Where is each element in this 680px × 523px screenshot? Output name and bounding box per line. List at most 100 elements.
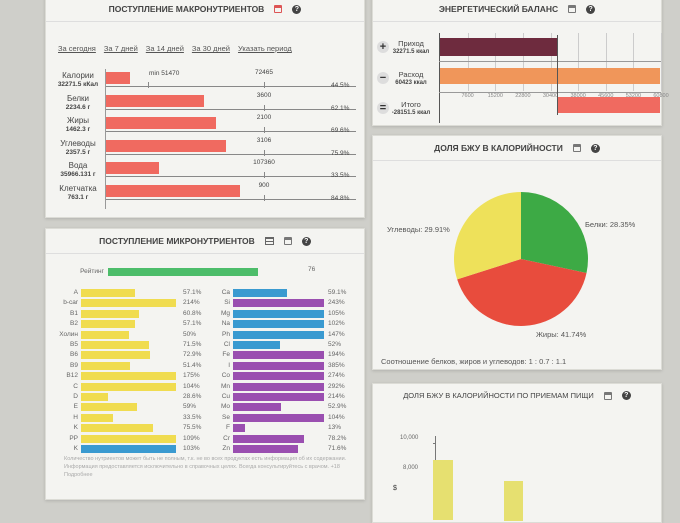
micro-percent: 57.1% <box>183 320 202 328</box>
macro-name: Клетчатка <box>59 183 97 193</box>
macro-name: Вода <box>68 161 88 170</box>
meal-bar-breakfast <box>433 460 453 520</box>
macro-header: Поступление макронутриентов? <box>46 0 364 22</box>
macro-amount: 763.1 г <box>67 193 89 201</box>
micro-percent: 51.4% <box>183 361 202 369</box>
macro-target: 3106 <box>256 136 272 144</box>
target-tick <box>264 149 265 156</box>
x-tick-label: 7600 <box>461 93 474 99</box>
micro-label: B5 <box>70 341 78 348</box>
x-tick-label: 30400 <box>542 93 559 99</box>
micro-label: Ca <box>221 289 230 296</box>
micro-label: Cr <box>223 434 230 442</box>
micro-bar <box>233 330 324 339</box>
micro-percent: 50% <box>183 330 197 338</box>
micro-percent: 72.9% <box>183 351 202 359</box>
macro-name: Белки <box>66 93 90 103</box>
micro-label: B2 <box>70 320 78 328</box>
total-value: -28151.5 ккал <box>391 110 431 116</box>
period-link[interactable]: За сегодня <box>58 44 96 53</box>
macro-percent: 33.5% <box>331 172 350 179</box>
micro-label: Mg <box>220 309 230 317</box>
calendar-icon[interactable] <box>274 5 283 13</box>
macro-percent: 44.5% <box>331 82 350 89</box>
micro-label: A <box>73 289 78 296</box>
minus-icon: − <box>377 72 389 84</box>
help-icon[interactable]: ? <box>301 236 311 246</box>
micro-percent: 52% <box>328 341 342 348</box>
micro-bar <box>233 372 324 381</box>
micro-percent: 13% <box>328 424 342 432</box>
rating-bar <box>108 268 259 276</box>
micro-bar <box>81 434 176 443</box>
micro-bar <box>233 341 281 349</box>
pie-label-protein: Белки: 28.35% <box>585 220 636 229</box>
micro-bar <box>81 413 113 422</box>
macro-row: Клетчатка 763.1 г 900 84.8% <box>46 182 366 204</box>
calendar-icon[interactable] <box>572 144 581 152</box>
micro-bar <box>233 382 324 391</box>
target-tick <box>264 127 265 133</box>
micro-bar <box>233 309 324 318</box>
macronutrients-card: Поступление макронутриентов? За сегодня З… <box>45 0 365 218</box>
bju-by-meals-card: Доля БЖУ в калорийности по приемам пищи?… <box>372 383 662 523</box>
macro-name: Калории <box>62 71 94 80</box>
grid-line <box>522 33 524 91</box>
micro-percent: 59.1% <box>328 289 347 296</box>
micro-bar <box>81 341 149 349</box>
micro-bar <box>81 361 130 370</box>
calendar-icon[interactable] <box>283 237 292 245</box>
expense-value: 60423 ккал <box>395 80 427 86</box>
period-link[interactable]: Указать период <box>237 44 292 53</box>
micro-percent: 57.1% <box>183 289 202 296</box>
micro-label: Mo <box>220 403 230 411</box>
help-icon[interactable]: ? <box>621 391 631 400</box>
meal-bar-lunch <box>504 481 523 521</box>
expense-label: Расход 60423 ккал <box>381 70 441 88</box>
period-link[interactable]: За 14 дней <box>145 44 184 53</box>
meals-header: Доля БЖУ в калорийности по приемам пищи? <box>373 384 661 407</box>
micro-percent: 274% <box>328 372 345 380</box>
equals-icon: = <box>377 102 389 114</box>
bju-pie-chart <box>454 192 588 326</box>
micro-label: B12 <box>66 372 78 380</box>
macro-target: 72465 <box>254 69 274 76</box>
macro-title: Поступление макронутриентов <box>108 4 265 14</box>
micro-bar <box>233 424 245 433</box>
expense-title: Расход <box>398 70 424 79</box>
calendar-icon[interactable] <box>603 391 612 400</box>
table-icon[interactable] <box>264 237 274 245</box>
macro-amount: 1462.3 г <box>65 126 91 133</box>
micro-bar <box>81 445 176 453</box>
grid-line <box>495 33 497 91</box>
micro-label: K <box>73 445 78 452</box>
period-link[interactable]: За 30 дней <box>191 44 230 53</box>
micro-label: B9 <box>70 361 78 369</box>
help-icon[interactable]: ? <box>586 4 596 14</box>
micro-percent: 175% <box>183 372 200 380</box>
macro-bar <box>106 139 226 152</box>
help-icon[interactable]: ? <box>590 143 600 153</box>
calendar-icon[interactable] <box>568 5 577 13</box>
help-icon[interactable]: ? <box>292 4 302 14</box>
target-tick <box>264 104 265 111</box>
micro-bar <box>233 403 282 412</box>
micro-percent: 75.5% <box>183 424 202 432</box>
micro-bar <box>233 445 299 453</box>
grid-line <box>550 33 552 91</box>
micro-label: Mn <box>220 382 230 390</box>
micro-percent: 103% <box>183 445 200 452</box>
micro-label: H <box>73 413 78 421</box>
micro-percent: 214% <box>328 393 345 400</box>
target-tick <box>264 172 265 178</box>
macro-bar <box>106 94 205 107</box>
micro-label: Zn <box>222 445 230 452</box>
macro-target-line <box>106 131 356 132</box>
macro-target-line <box>106 176 356 177</box>
macro-name: Жиры <box>66 116 90 125</box>
micro-label: b-car <box>63 299 78 307</box>
micro-bar <box>81 424 153 433</box>
period-link[interactable]: За 7 дней <box>103 44 138 53</box>
income-value: 32271.5 ккал <box>392 49 430 55</box>
micro-bar <box>81 289 136 297</box>
